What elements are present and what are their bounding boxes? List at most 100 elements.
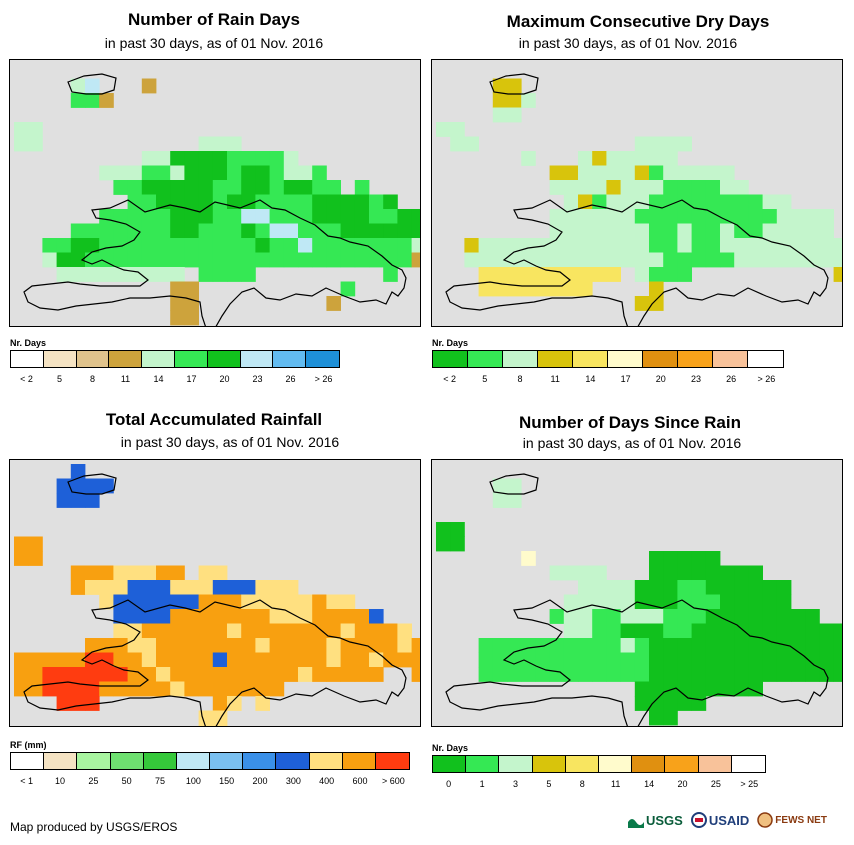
map-cell (170, 310, 185, 326)
map-cell (805, 252, 820, 268)
map-cell (156, 252, 171, 268)
map-cell (227, 609, 242, 624)
map-cell (14, 667, 29, 682)
map-cell (184, 209, 199, 224)
map-cell (464, 136, 479, 152)
map-cell (241, 638, 256, 653)
map-cell (762, 223, 778, 239)
map-cell (184, 580, 199, 595)
map-cell (521, 551, 536, 566)
map-cell (450, 122, 465, 137)
map-cell (720, 681, 735, 697)
map-cell (354, 609, 370, 624)
map-cell (298, 609, 313, 624)
legend-swatch (11, 753, 45, 769)
map-cell (269, 667, 285, 682)
panel3-map (9, 459, 421, 727)
map-cell (478, 667, 494, 682)
map-cell (383, 223, 398, 239)
map-cell (99, 667, 114, 682)
map-cell (42, 252, 57, 268)
map-cell (649, 223, 664, 239)
map-cell (85, 565, 100, 581)
map-cell (634, 165, 650, 181)
panel4-legend-bar (432, 755, 766, 773)
map-cell (663, 180, 678, 195)
map-cell (28, 536, 43, 552)
map-cell (255, 623, 270, 639)
map-cell (241, 681, 256, 697)
map-cell (649, 623, 664, 639)
map-cell (156, 580, 171, 595)
map-cell (464, 238, 479, 253)
map-cell (383, 209, 398, 224)
map-cell (354, 638, 370, 653)
map-cell (578, 165, 593, 181)
map-cell (141, 623, 157, 639)
map-cell (507, 493, 522, 508)
map-cell (28, 652, 43, 668)
legend-swatch (276, 753, 310, 769)
map-cell (170, 180, 185, 195)
map-cell (705, 209, 721, 224)
map-cell (28, 681, 43, 697)
map-cell (113, 267, 128, 282)
map-cell (563, 623, 579, 639)
map-cell (369, 238, 384, 253)
map-cell (549, 565, 565, 581)
map-cell (170, 223, 185, 239)
map-cell (70, 464, 86, 479)
map-cell (663, 165, 678, 181)
legend-swatch (176, 753, 211, 769)
map-cell (677, 580, 692, 595)
legend-swatch (538, 351, 573, 367)
map-cell (592, 638, 607, 653)
map-cell (507, 78, 522, 94)
map-cell (312, 609, 327, 624)
map-cell (677, 696, 692, 711)
map-cell (507, 107, 522, 123)
legend-label: 3 (512, 779, 519, 789)
map-cell (748, 667, 763, 682)
map-cell (478, 252, 494, 268)
map-cell (734, 638, 749, 653)
map-cell (734, 194, 749, 210)
map-cell (227, 136, 242, 152)
map-cell (156, 267, 171, 282)
legend-label: 8 (517, 374, 523, 384)
legend-label: 600 (352, 776, 368, 786)
map-cell (720, 667, 735, 682)
map-cell (720, 238, 735, 253)
map-cell (198, 609, 214, 624)
map-cell (227, 223, 242, 239)
map-cell (791, 223, 806, 239)
map-cell (354, 623, 370, 639)
map-cell (354, 223, 370, 239)
map-cell (269, 609, 285, 624)
legend-label: 0 (446, 779, 452, 789)
map-cell (734, 209, 749, 224)
map-cell (269, 194, 285, 210)
map-cell (70, 252, 86, 268)
map-cell (521, 667, 536, 682)
map-cell (649, 565, 664, 581)
map-cell (99, 681, 114, 697)
map-cell (198, 594, 214, 610)
map-cell (198, 151, 214, 166)
map-cell (141, 180, 157, 195)
panel2-legend-title: Nr. Days (432, 338, 469, 348)
map-cell (283, 580, 299, 595)
map-cell (620, 165, 636, 181)
map-cell (507, 638, 522, 653)
map-cell (99, 165, 114, 181)
map-cell (28, 136, 43, 152)
map-cell (478, 638, 494, 653)
map-cell (141, 267, 157, 282)
map-cell (521, 93, 536, 108)
map-cell (99, 638, 114, 653)
map-cell (563, 223, 579, 239)
map-cell (326, 223, 341, 239)
map-cell (507, 252, 522, 268)
map-cell (620, 609, 636, 624)
map-cell (677, 252, 692, 268)
